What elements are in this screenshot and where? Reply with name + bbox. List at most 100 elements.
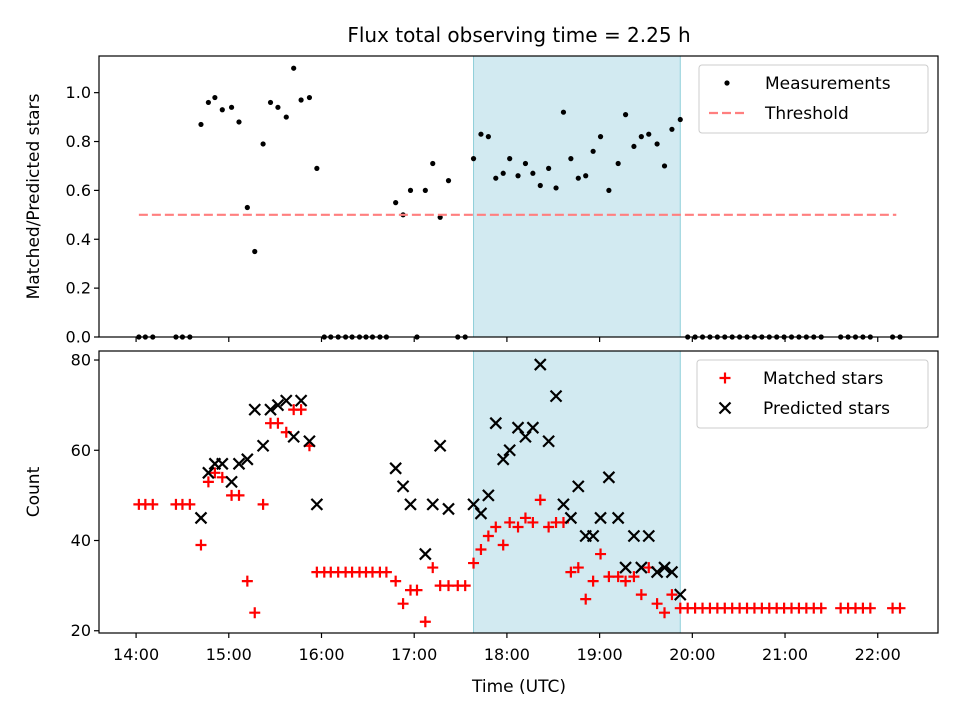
data-point: [443, 580, 455, 592]
chart-title: Flux total observing time = 2.25 h: [347, 23, 690, 47]
top-panel-ratio: 0.0 0.2 0.4 0.6 0.8 1.0 Matched/Predicted star…: [24, 55, 939, 347]
data-point: [283, 114, 289, 120]
data-point: [587, 575, 599, 587]
data-point: [393, 200, 399, 206]
data-point: [489, 416, 503, 430]
data-point: [291, 65, 297, 71]
data-point: [590, 148, 596, 154]
data-point: [511, 421, 525, 434]
legend-marker-plus: [719, 372, 731, 384]
data-point: [248, 403, 262, 416]
data-point: [419, 616, 431, 628]
data-point: [519, 512, 531, 524]
data-point: [232, 457, 246, 471]
data-point: [482, 530, 494, 542]
legend-label: Predicted stars: [763, 399, 890, 419]
data-point: [504, 516, 516, 528]
data-point: [560, 109, 567, 115]
bottom-legend: Matched stars Predicted stars: [696, 359, 929, 429]
data-point: [228, 104, 235, 110]
data-point: [661, 163, 668, 169]
data-point: [411, 584, 423, 596]
data-point: [205, 99, 211, 106]
top-legend: Measurements Threshold: [698, 64, 929, 134]
data-point: [493, 175, 499, 181]
legend-label: Threshold: [764, 104, 849, 124]
data-point: [244, 204, 250, 211]
data-point: [390, 575, 402, 587]
data-point: [646, 131, 652, 137]
data-point: [287, 430, 300, 444]
y-tick-label: 80: [71, 351, 91, 370]
legend-label: Matched stars: [763, 369, 883, 389]
data-point: [673, 588, 687, 601]
data-point: [389, 462, 402, 475]
data-point: [519, 430, 532, 444]
y-tick-label: 0.4: [66, 230, 91, 249]
data-point: [279, 394, 293, 407]
data-point: [515, 173, 521, 179]
data-point: [478, 131, 484, 137]
x-tick-label: 19:00: [577, 645, 623, 664]
data-point: [526, 421, 540, 434]
data-point: [426, 498, 440, 511]
data-point: [482, 489, 495, 502]
y-tick-label: 60: [71, 441, 91, 460]
data-point: [594, 511, 607, 525]
data-point: [397, 598, 409, 610]
data-point: [651, 598, 663, 610]
legend-label: Measurements: [765, 74, 891, 94]
legend-box: [696, 359, 929, 429]
data-point: [568, 156, 574, 162]
data-point: [549, 389, 563, 403]
data-point: [534, 494, 546, 506]
data-point: [295, 404, 307, 416]
data-point: [147, 498, 159, 510]
data-point: [212, 94, 218, 101]
data-point: [202, 466, 215, 480]
data-point: [650, 565, 664, 579]
data-point: [380, 566, 392, 578]
legend-box: [698, 64, 929, 134]
data-point: [310, 498, 324, 511]
bottom-series-2: [194, 358, 687, 601]
data-point: [442, 502, 455, 516]
data-point: [475, 544, 487, 556]
data-point: [635, 589, 647, 601]
data-point: [503, 443, 516, 457]
data-point: [419, 547, 432, 561]
data-point: [225, 475, 238, 489]
bottom-series-1: [133, 404, 906, 628]
bottom-y-axis-label: Count: [24, 466, 44, 517]
data-point: [572, 562, 584, 574]
x-tick-label: 18:00: [484, 645, 530, 664]
data-point: [433, 439, 447, 453]
data-point: [209, 467, 221, 479]
data-point: [635, 561, 648, 574]
data-point: [565, 566, 577, 578]
data-point: [659, 607, 671, 619]
data-point: [553, 185, 559, 191]
data-point: [543, 521, 555, 533]
data-point: [396, 480, 410, 493]
data-point: [314, 165, 320, 171]
data-point: [894, 602, 906, 614]
data-point: [620, 575, 632, 587]
data-point: [512, 521, 524, 533]
data-point: [611, 511, 625, 525]
data-point: [627, 529, 641, 543]
data-point: [602, 471, 616, 484]
data-point: [267, 99, 274, 106]
data-point: [468, 557, 480, 569]
y-tick-label: 0.0: [66, 328, 91, 347]
data-point: [306, 94, 313, 101]
data-point: [597, 134, 604, 140]
data-point: [669, 126, 675, 132]
data-point: [665, 565, 679, 579]
data-point: [264, 403, 277, 416]
y-tick-label: 0.2: [66, 279, 91, 298]
data-point: [303, 434, 316, 448]
data-point: [404, 498, 417, 511]
data-point: [864, 602, 876, 614]
